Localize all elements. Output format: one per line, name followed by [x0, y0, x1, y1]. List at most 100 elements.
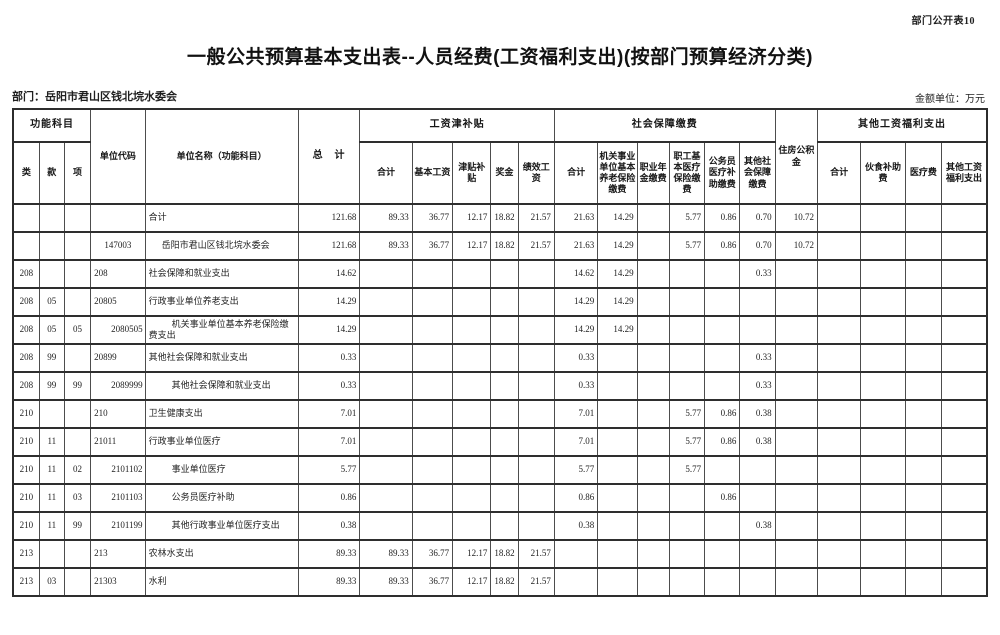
cell-value: 0.86: [704, 483, 741, 513]
cell-value: [860, 455, 906, 485]
cell-section-code: 11: [38, 427, 65, 457]
cell-item-code: [63, 539, 92, 569]
cell-item-code: [63, 287, 92, 317]
cell-value: 89.33: [359, 539, 413, 569]
cell-unit-code: 2101199: [90, 511, 146, 541]
cell-value: [774, 427, 819, 457]
cell-value: [490, 427, 519, 457]
cell-value: [517, 399, 555, 429]
cell-unit-name: 卫生健康支出: [144, 399, 299, 429]
cell-value: [816, 567, 862, 597]
cell-value: 0.33: [553, 371, 599, 401]
cell-value: [636, 539, 670, 569]
cell-value: [774, 567, 819, 597]
cell-value: [816, 343, 862, 373]
cell-category-code: 210: [12, 399, 40, 429]
cell-value: [636, 315, 670, 345]
cell-unit-name: 行政事业单位医疗: [144, 427, 299, 457]
header-other-subtotal: 合计: [816, 141, 862, 205]
cell-value: [704, 287, 741, 317]
header-ss-subtotal: 合计: [553, 141, 599, 205]
cell-value: 14.29: [597, 287, 638, 317]
cell-value: [904, 287, 942, 317]
table-row: 147003 岳阳市君山区钱北垸水委会 121.68 89.33 36.77 12.17 1…: [12, 231, 988, 261]
cell-value: [636, 259, 670, 289]
cell-category-code: 210: [12, 511, 40, 541]
cell-value: [774, 455, 819, 485]
cell-value: [636, 511, 670, 541]
cell-value: [816, 511, 862, 541]
cell-value: [704, 567, 741, 597]
cell-value: 89.33: [297, 539, 361, 569]
cell-value: [704, 371, 741, 401]
cell-value: [668, 483, 706, 513]
cell-value: 0.33: [553, 343, 599, 373]
cell-value: [774, 287, 819, 317]
cell-value: [860, 483, 906, 513]
cell-value: 14.29: [553, 315, 599, 345]
cell-value: [816, 483, 862, 513]
cell-value: [517, 427, 555, 457]
cell-value: [774, 483, 819, 513]
table-header: 功能科目 单位代码 单位名称（功能科目） 总 计 工资津补贴 社会保障缴费 住房…: [12, 108, 988, 205]
header-housing-fund: 住房公积金: [774, 108, 819, 205]
header-wage-group: 工资津补贴: [359, 108, 555, 143]
cell-value: 14.29: [597, 203, 638, 233]
cell-section-code: 99: [38, 371, 65, 401]
header-performance-wage: 绩效工资: [517, 141, 555, 205]
cell-item-code: [63, 343, 92, 373]
cell-value: [816, 371, 862, 401]
cell-unit-code: 208: [90, 259, 146, 289]
cell-value: [636, 231, 670, 261]
cell-value: [668, 315, 706, 345]
header-allowance: 津贴补贴: [452, 141, 492, 205]
cell-value: 21.63: [553, 203, 599, 233]
cell-value: [517, 287, 555, 317]
cell-section-code: [38, 539, 65, 569]
header-total: 总 计: [297, 108, 361, 205]
cell-value: [452, 455, 492, 485]
cell-value: [940, 343, 988, 373]
cell-value: [940, 455, 988, 485]
cell-value: 121.68: [297, 231, 361, 261]
cell-value: 0.86: [704, 427, 741, 457]
department-label: 部门：岳阳市君山区钱北垸水委会: [12, 91, 177, 103]
cell-value: 0.86: [704, 399, 741, 429]
cell-value: [904, 203, 942, 233]
cell-value: [940, 203, 988, 233]
cell-value: [704, 343, 741, 373]
cell-value: [940, 231, 988, 261]
cell-value: 0.33: [739, 259, 776, 289]
cell-value: [636, 567, 670, 597]
cell-category-code: 208: [12, 287, 40, 317]
cell-value: [774, 511, 819, 541]
cell-value: 14.29: [597, 315, 638, 345]
cell-unit-code: 2101102: [90, 455, 146, 485]
cell-value: [904, 483, 942, 513]
cell-value: [704, 511, 741, 541]
cell-value: 5.77: [668, 231, 706, 261]
cell-value: [940, 399, 988, 429]
cell-value: 21.57: [517, 539, 555, 569]
table-row: 合计 121.68 89.33 36.77 12.17 18.82 21.57 21.63 14…: [12, 203, 988, 233]
cell-value: [739, 287, 776, 317]
cell-value: [904, 315, 942, 345]
cell-value: [359, 427, 413, 457]
cell-value: [359, 371, 413, 401]
header-pension-contribution: 机关事业单位基本养老保险缴费: [597, 141, 638, 205]
cell-value: [490, 455, 519, 485]
cell-value: [860, 511, 906, 541]
cell-value: [411, 371, 454, 401]
cell-section-code: 05: [38, 287, 65, 317]
cell-value: [411, 315, 454, 345]
header-medical-insurance: 职工基本医疗保险缴费: [668, 141, 706, 205]
cell-value: [517, 259, 555, 289]
cell-unit-code: 213: [90, 539, 146, 569]
cell-value: [816, 315, 862, 345]
cell-unit-name: 公务员医疗补助: [144, 483, 299, 513]
cell-value: [636, 483, 670, 513]
cell-value: [359, 287, 413, 317]
cell-value: 0.38: [739, 511, 776, 541]
header-medical-fee: 医疗费: [904, 141, 942, 205]
cell-value: [359, 455, 413, 485]
